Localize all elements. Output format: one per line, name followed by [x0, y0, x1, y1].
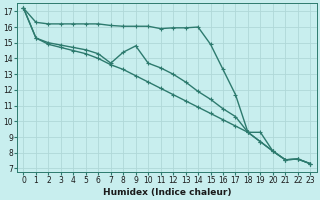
- X-axis label: Humidex (Indice chaleur): Humidex (Indice chaleur): [103, 188, 231, 197]
